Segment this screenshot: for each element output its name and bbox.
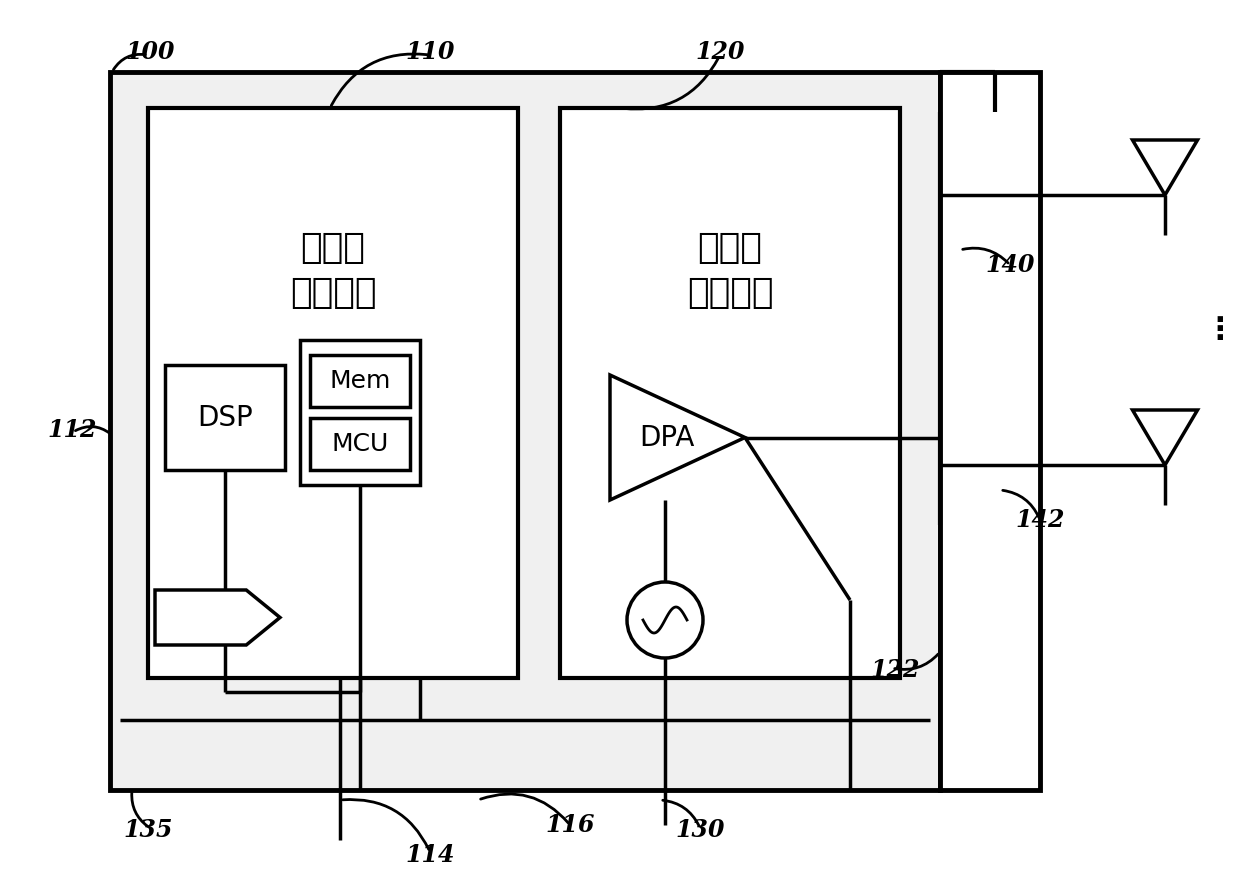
Bar xyxy=(940,72,1040,790)
Polygon shape xyxy=(155,590,280,645)
Text: 130: 130 xyxy=(676,818,724,842)
Text: 140: 140 xyxy=(986,253,1034,277)
Polygon shape xyxy=(610,375,745,500)
Text: DPA: DPA xyxy=(639,424,694,451)
Text: ⋮: ⋮ xyxy=(1205,315,1235,344)
Text: 114: 114 xyxy=(405,843,455,867)
Text: 处理器: 处理器 xyxy=(300,231,366,265)
Circle shape xyxy=(627,582,703,658)
Text: 电子电路: 电子电路 xyxy=(687,276,774,310)
Bar xyxy=(310,418,410,470)
Bar xyxy=(300,340,420,485)
Text: 112: 112 xyxy=(47,418,97,442)
Text: 116: 116 xyxy=(546,813,595,837)
Text: MCU: MCU xyxy=(331,432,388,456)
Text: 135: 135 xyxy=(123,818,172,842)
Bar xyxy=(560,108,900,678)
Bar xyxy=(148,108,518,678)
Text: Mem: Mem xyxy=(330,369,391,393)
Text: 110: 110 xyxy=(405,40,455,64)
Polygon shape xyxy=(1132,140,1198,195)
Text: 收发器: 收发器 xyxy=(698,231,763,265)
Text: 122: 122 xyxy=(870,658,920,682)
Text: 120: 120 xyxy=(696,40,745,64)
Text: 142: 142 xyxy=(1016,508,1065,532)
Text: 电子电路: 电子电路 xyxy=(290,276,376,310)
Bar xyxy=(310,355,410,407)
Bar xyxy=(110,72,940,790)
Text: DSP: DSP xyxy=(197,404,253,432)
Bar xyxy=(165,365,285,470)
Polygon shape xyxy=(1132,410,1198,465)
Text: 100: 100 xyxy=(125,40,175,64)
